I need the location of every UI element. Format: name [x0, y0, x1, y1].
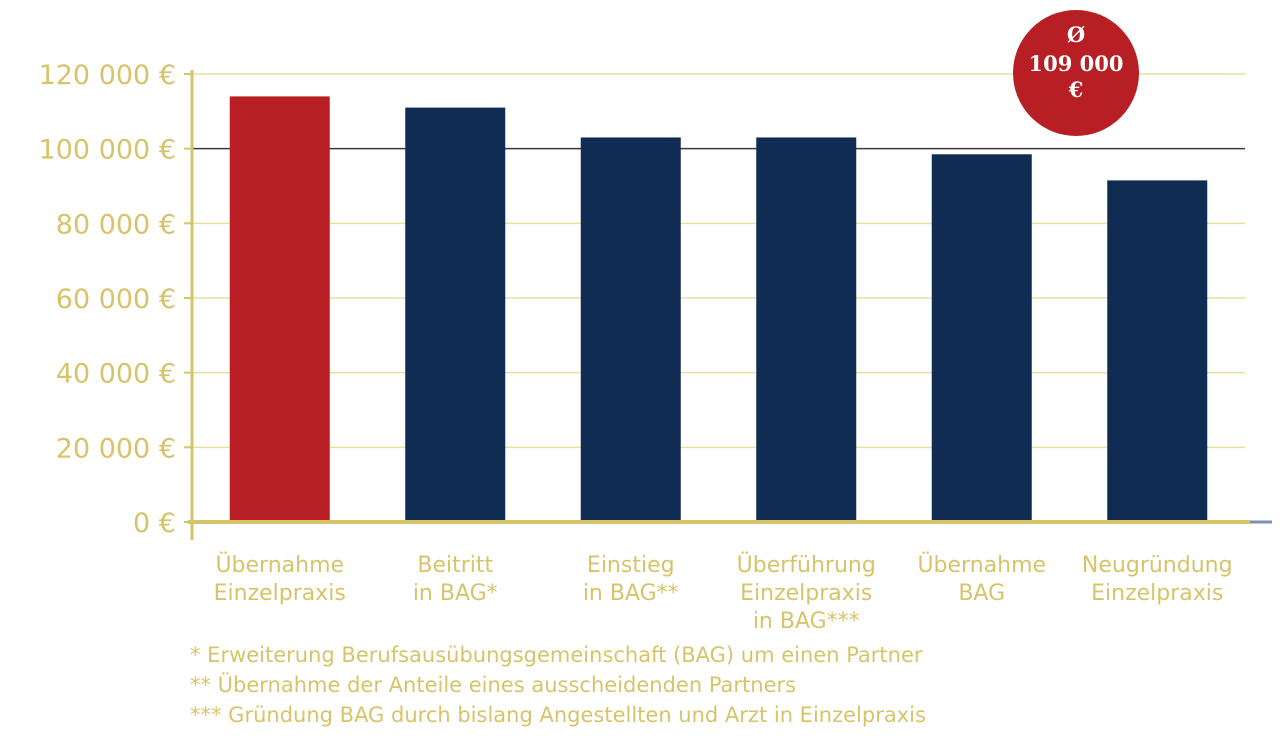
average-value: 109 000: [1029, 51, 1124, 76]
y-tick-label-20000: 20 000 €: [56, 433, 176, 464]
category-label-line: Übernahme: [215, 552, 344, 578]
category-label-line: Einstieg: [587, 553, 675, 578]
category-label-line: in BAG*: [413, 581, 498, 606]
bar-4: [756, 137, 857, 522]
footnote-1: * Erweiterung Berufsausübungsgemeinschaf…: [190, 643, 923, 667]
category-labels: Übernahme Einzelpraxis Beitritt in BAG* Eins…: [214, 552, 1233, 634]
y-tick-label-100000: 100 000 €: [39, 135, 176, 166]
y-tick-label-40000: 40 000 €: [56, 359, 176, 390]
bar-6: [1107, 180, 1208, 522]
category-label-line: Überführung: [737, 552, 876, 578]
category-label-line: Neugründung: [1082, 553, 1233, 578]
footnotes: * Erweiterung Berufsausübungsgemeinschaf…: [190, 643, 926, 727]
y-tick-label-80000: 80 000 €: [56, 209, 176, 240]
category-label-5: Übernahme BAG: [917, 552, 1046, 606]
category-label-line: BAG: [958, 581, 1005, 606]
category-label-line: in BAG**: [583, 581, 679, 606]
y-tick-label-60000: 60 000 €: [56, 284, 176, 315]
category-label-line: Einzelpraxis: [1091, 581, 1223, 606]
y-tick-labels: 0 € 20 000 € 40 000 € 60 000 € 80 000 € 100 0…: [39, 60, 176, 539]
y-tick-label-120000: 120 000 €: [39, 60, 176, 91]
category-label-6: Neugründung Einzelpraxis: [1082, 553, 1233, 606]
footnote-3: *** Gründung BAG durch bislang Angestell…: [190, 703, 926, 727]
bar-1: [229, 96, 330, 523]
bar-2: [405, 107, 506, 522]
category-label-line: in BAG***: [753, 609, 860, 634]
category-label-line: Übernahme: [917, 552, 1046, 578]
category-label-3: Einstieg in BAG**: [583, 553, 679, 606]
footnote-2: ** Übernahme der Anteile eines ausscheid…: [190, 672, 796, 697]
category-label-line: Einzelpraxis: [214, 581, 346, 606]
category-label-2: Beitritt in BAG*: [413, 553, 498, 606]
average-symbol: Ø: [1067, 22, 1085, 47]
average-circle: [1013, 10, 1139, 136]
category-label-4: Überführung Einzelpraxis in BAG***: [737, 552, 876, 634]
category-label-line: Einzelpraxis: [740, 581, 872, 606]
gridlines: [192, 73, 1245, 449]
axes: [184, 70, 1272, 540]
bars: [229, 96, 1208, 523]
average-badge: Ø 109 000 €: [1013, 10, 1139, 136]
bar-5: [931, 154, 1032, 522]
category-label-1: Übernahme Einzelpraxis: [214, 552, 346, 606]
y-tick-label-0: 0 €: [133, 508, 176, 539]
category-label-line: Beitritt: [417, 553, 493, 578]
average-unit: €: [1068, 77, 1084, 102]
bar-3: [580, 137, 681, 522]
